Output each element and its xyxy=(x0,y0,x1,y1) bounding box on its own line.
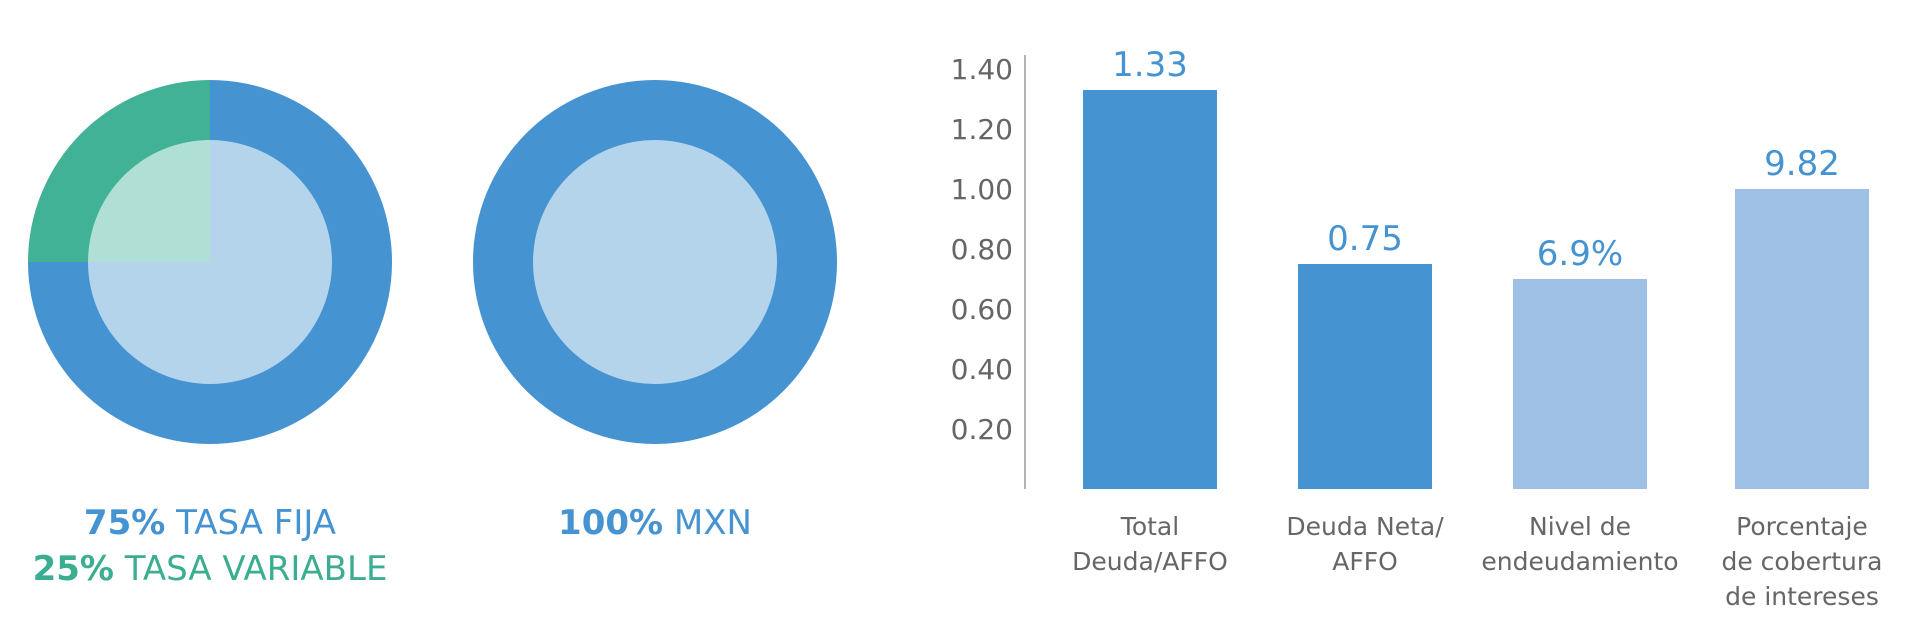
rate-type-legend: 75% TASA FIJA 25% TASA VARIABLE xyxy=(0,500,420,592)
bar xyxy=(1298,264,1432,489)
y-tick-label: 0.20 xyxy=(951,413,1013,446)
mxn-percent: 100% xyxy=(558,503,664,543)
variable-rate-label: TASA VARIABLE xyxy=(124,549,388,589)
fixed-variable-rate-donut-chart xyxy=(28,80,392,444)
bar xyxy=(1513,279,1647,489)
legend-fixed-rate: 75% TASA FIJA xyxy=(0,500,420,546)
fixed-rate-label: TASA FIJA xyxy=(176,503,337,543)
legend-mxn: 100% MXN xyxy=(445,500,865,546)
bar-data-label: 1.33 xyxy=(1112,45,1188,85)
y-tick-label: 1.20 xyxy=(951,113,1013,146)
y-tick-label: 1.40 xyxy=(951,53,1013,86)
currency-legend: 100% MXN xyxy=(445,500,865,546)
y-tick-label: 0.40 xyxy=(951,353,1013,386)
x-category-label: Nivel de endeudamiento xyxy=(1481,512,1678,576)
bar xyxy=(1083,90,1217,489)
mxn-label: MXN xyxy=(673,503,752,543)
x-category-label: Total Deuda/AFFO xyxy=(1072,512,1228,576)
legend-variable-rate: 25% TASA VARIABLE xyxy=(0,546,420,592)
currency-donut-chart xyxy=(473,80,837,444)
y-tick-label: 1.00 xyxy=(951,173,1013,206)
fixed-rate-percent: 75% xyxy=(83,503,166,543)
bar xyxy=(1735,189,1869,489)
slice-inner-mxn xyxy=(533,140,777,384)
bar-data-label: 0.75 xyxy=(1327,219,1403,259)
x-category-label: Porcentaje de cobertura de intereses xyxy=(1721,512,1882,611)
x-category-label: Deuda Neta/AFFO xyxy=(1286,512,1444,576)
bar-data-label: 6.9% xyxy=(1537,234,1623,274)
y-tick-label: 0.60 xyxy=(951,293,1013,326)
bar-data-label: 9.82 xyxy=(1764,144,1840,184)
y-tick-label: 0.80 xyxy=(951,233,1013,266)
slice-inner-tasa-variable xyxy=(88,140,210,262)
debt-ratios-bar-chart: 0.20 0.40 0.60 0.80 1.00 1.20 1.40 1.33 Total Deu… xyxy=(951,45,1883,611)
variable-rate-percent: 25% xyxy=(32,549,114,589)
